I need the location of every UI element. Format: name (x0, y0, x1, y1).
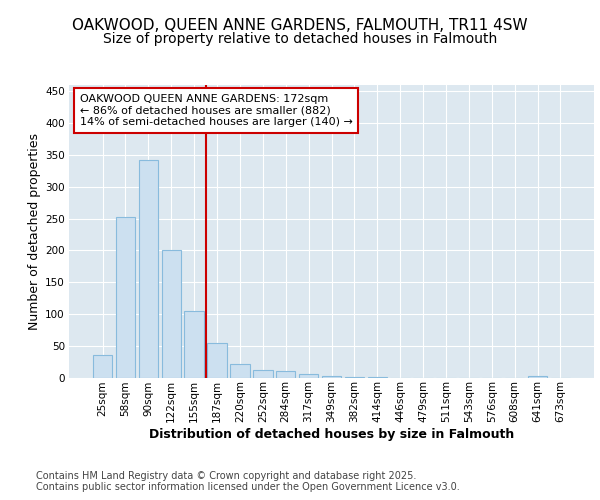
Bar (344, 377, 364, 378)
Text: OAKWOOD QUEEN ANNE GARDENS: 172sqm
← 86% of detached houses are smaller (882)
14: OAKWOOD QUEEN ANNE GARDENS: 172sqm ← 86%… (79, 94, 352, 127)
Text: Size of property relative to detached houses in Falmouth: Size of property relative to detached ho… (103, 32, 497, 46)
Bar (208, 342, 227, 378)
Bar (528, 376, 547, 378)
Bar (184, 310, 204, 378)
X-axis label: Distribution of detached houses by size in Falmouth: Distribution of detached houses by size … (149, 428, 514, 441)
Bar (276, 371, 295, 378)
Y-axis label: Number of detached properties: Number of detached properties (28, 132, 41, 330)
Bar (93, 355, 112, 378)
Bar (230, 364, 250, 378)
Bar (368, 377, 387, 378)
Text: Contains HM Land Registry data © Crown copyright and database right 2025.
Contai: Contains HM Land Registry data © Crown c… (36, 471, 460, 492)
Bar (253, 370, 272, 378)
Bar (299, 374, 319, 378)
Text: OAKWOOD, QUEEN ANNE GARDENS, FALMOUTH, TR11 4SW: OAKWOOD, QUEEN ANNE GARDENS, FALMOUTH, T… (72, 18, 528, 32)
Bar (139, 160, 158, 378)
Bar (116, 218, 135, 378)
Bar (322, 376, 341, 378)
Bar (161, 250, 181, 378)
